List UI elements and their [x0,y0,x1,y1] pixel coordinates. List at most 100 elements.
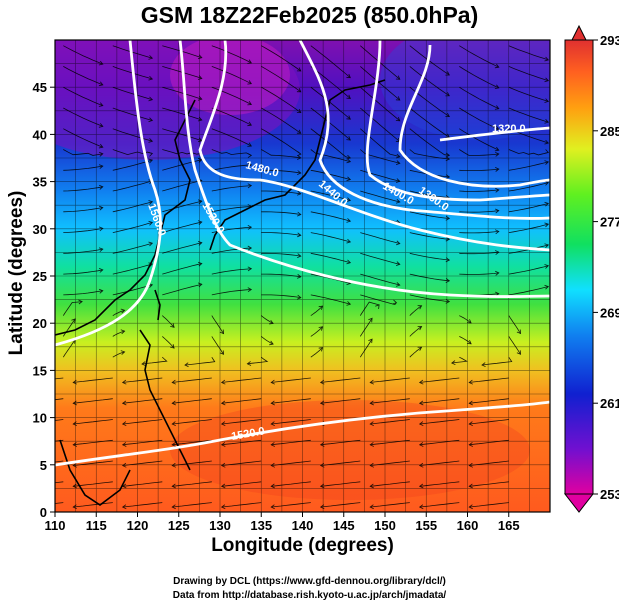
streamline [360,66,401,101]
streamline [310,326,323,337]
streamline [162,200,202,213]
streamline-arrow [148,75,154,81]
streamline-arrow [170,344,175,349]
streamline-arrow [98,205,104,211]
x-tick-label: 165 [498,518,520,533]
map-title: GSM 18Z22Feb2025 (850.0hPa) [140,2,479,28]
streamline [261,169,301,174]
streamline-arrow [495,187,500,193]
streamline [459,251,499,255]
streamline [184,356,216,366]
streamline-arrow [468,504,473,510]
streamline-arrow [418,400,424,406]
streamline-arrow [297,170,302,175]
streamline-arrow [417,326,423,331]
streamline [221,502,262,508]
streamline-arrow [418,379,424,385]
streamline-arrow [219,329,225,335]
streamline [261,190,301,195]
streamline-arrow [171,504,176,510]
streamline [162,336,175,349]
streamline-arrow [417,346,423,351]
streamline-arrow [98,164,104,169]
streamline [261,315,274,324]
streamline-arrow [247,287,253,293]
streamline-arrow [346,115,351,120]
streamline-arrow [368,317,373,323]
credit-drawing: Drawing by DCL (https://www.gfd-dennou.o… [173,576,446,587]
streamline-arrow [369,400,374,406]
streamline [211,45,252,64]
streamline [221,481,262,487]
streamline-arrow [495,151,500,157]
streamline-arrow [516,329,522,335]
streamline [459,128,499,151]
streamline [211,185,252,192]
x-tick-label: 160 [457,518,479,533]
streamline [409,45,450,76]
streamline [261,149,301,159]
streamline [459,168,499,171]
streamline [459,66,499,89]
streamline-arrow [247,183,253,189]
streamline-arrow [98,60,104,66]
streamline-arrow [220,421,226,427]
streamline-arrow [24,505,28,509]
streamline [508,315,521,334]
y-tick-label: 35 [33,175,47,190]
streamline-arrow [24,484,28,488]
streamline [409,326,422,337]
streamline-arrow [516,350,522,355]
x-tick-label: 150 [374,518,396,533]
streamline-arrow [98,268,104,273]
streamline [320,481,361,487]
streamline-arrow [220,483,226,489]
streamline-arrow [98,102,104,107]
streamline-arrow [395,153,401,159]
streamline [508,286,549,296]
x-tick-label: 145 [333,518,355,533]
streamline-arrow [369,483,374,489]
streamline [55,398,64,401]
streamline [211,336,224,355]
streamline [271,377,311,383]
x-tick-label: 110 [45,518,66,533]
streamline [221,377,262,383]
streamline-arrow [120,308,126,314]
streamline-arrow [375,304,380,309]
streamline-arrow [494,84,500,89]
streamline-arrow [495,270,500,276]
streamline [211,107,252,126]
streamline-arrow [495,208,500,214]
streamline [370,502,410,508]
streamline-arrow [98,123,104,128]
streamline [112,309,125,316]
streamline [459,45,499,68]
streamline-arrow [171,400,176,406]
streamline [469,398,509,404]
streamline-arrow [369,442,374,447]
streamline-arrow [417,305,423,310]
x-axis-ticks: 110 115 120 125 130 135 140 145 150 155 160 165 [45,512,520,533]
streamline-arrow [544,160,550,165]
streamline-arrow [346,301,352,306]
streamline [508,265,549,275]
streamline-arrow [270,442,275,447]
streamline-arrow [247,80,253,85]
streamline [459,272,499,275]
streamline [112,86,153,101]
streamline [55,481,64,484]
streamline [370,419,410,425]
streamline-arrow [494,63,500,69]
streamline [122,502,163,508]
streamline-arrow [297,253,302,258]
streamline-arrow [346,238,352,244]
streamline [359,318,373,337]
y-tick-label: 5 [40,458,47,473]
streamline-arrow [495,229,500,235]
streamline [359,338,373,358]
streamline-arrow [346,136,351,141]
geopotential-contours [55,40,550,467]
streamline-arrow [494,105,500,110]
